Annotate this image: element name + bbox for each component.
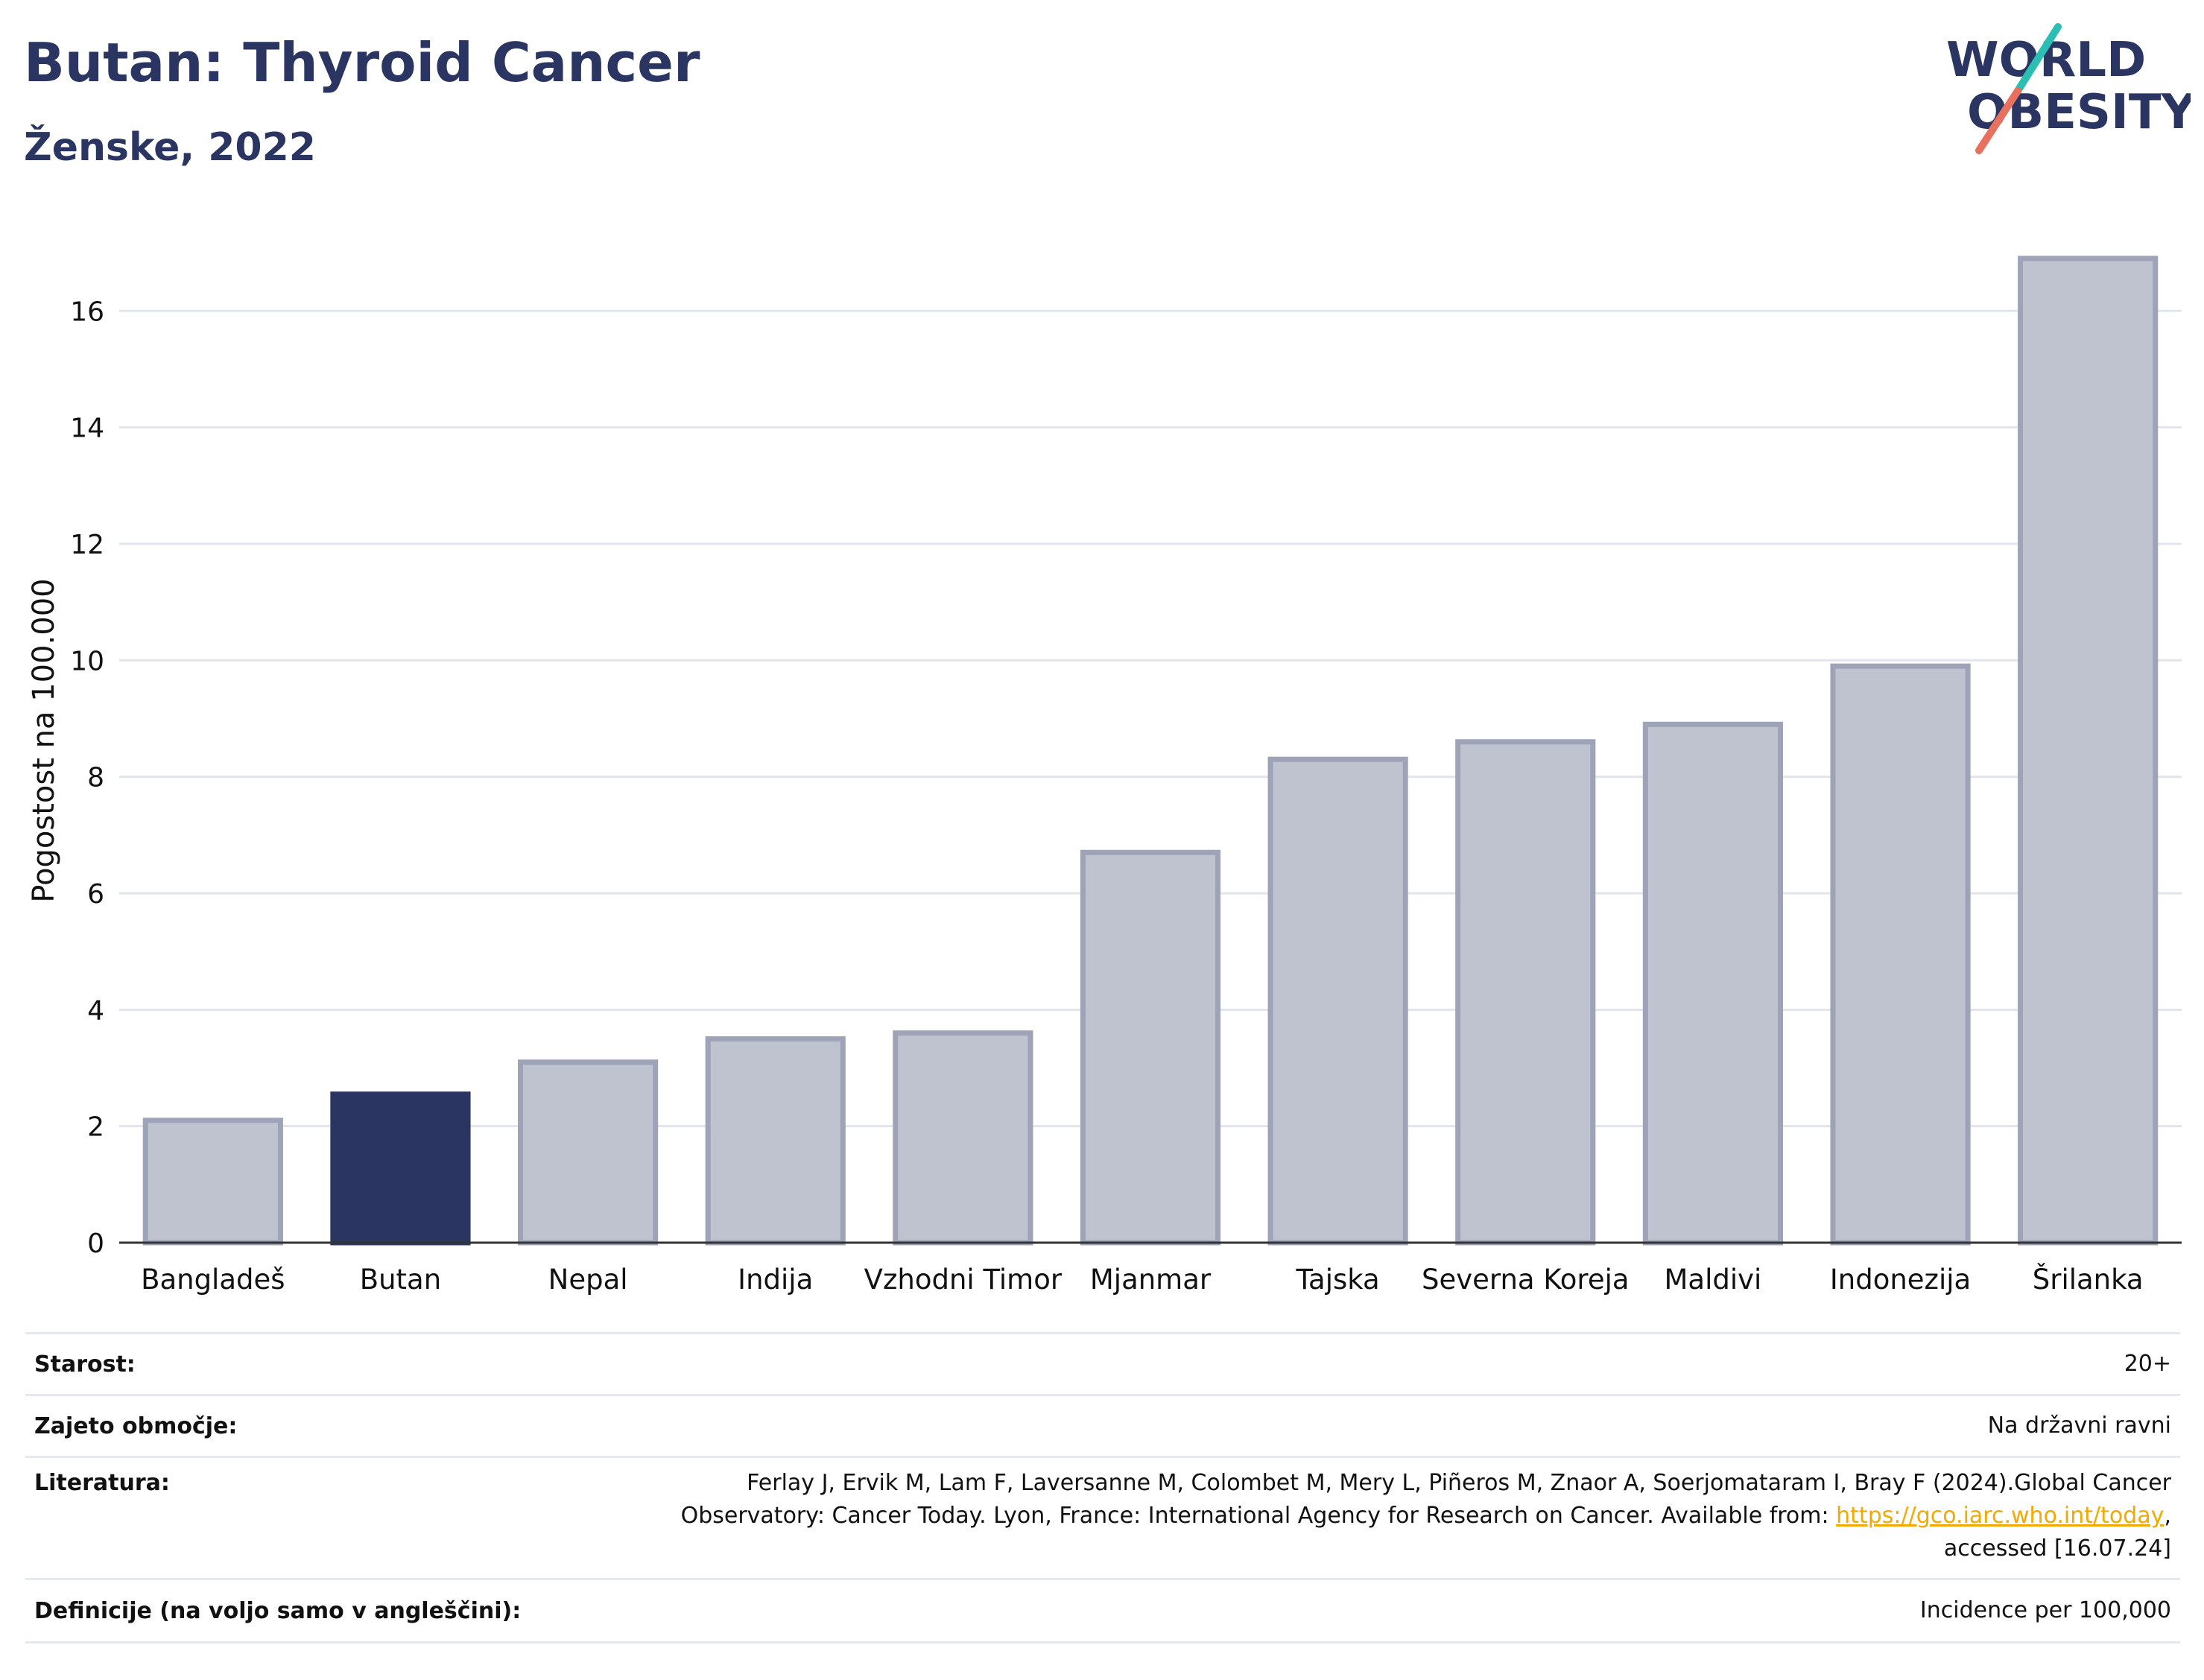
bar-chart: 0 2 4 6 8 10 12 14 16 Bangladeš Butan Nepal Indija V… — [27, 256, 2182, 1296]
metadata-table: Starost: 20+ Zajeto območje: Na državni … — [25, 1332, 2180, 1643]
x-tick-label: Indonezija — [1830, 1264, 1971, 1296]
meta-row-definitions: Definicije (na voljo samo v angleščini):… — [25, 1578, 2180, 1643]
bar — [1267, 756, 1408, 1246]
x-tick-label: Šrilanka — [2033, 1263, 2144, 1296]
chart-title: Butan: Thyroid Cancer — [24, 31, 700, 94]
bar — [1455, 739, 1596, 1246]
bar — [705, 1036, 846, 1246]
y-tick-label: 16 — [70, 297, 104, 327]
y-tick-label: 4 — [87, 995, 104, 1026]
reference-line-1: Ferlay J, Ervik M, Lam F, Laversanne M, … — [747, 1470, 2171, 1496]
y-tick-label: 12 — [70, 530, 104, 560]
bar — [142, 1118, 283, 1246]
y-tick-label: 2 — [87, 1112, 104, 1143]
world-obesity-logo: WORLD OBESITY — [1946, 23, 2191, 154]
y-axis-label: Pogostost na 100.000 — [27, 578, 61, 902]
meta-row-age: Starost: 20+ — [25, 1332, 2180, 1394]
meta-row-coverage: Zajeto območje: Na državni ravni — [25, 1394, 2180, 1456]
y-axis-ticks: 0 2 4 6 8 10 12 14 16 — [70, 297, 104, 1259]
x-tick-label: Tajska — [1296, 1264, 1380, 1296]
bar-highlighted — [330, 1091, 471, 1246]
meta-row-references: Literatura: Ferlay J, Ervik M, Lam F, La… — [25, 1456, 2180, 1578]
bar — [1642, 721, 1783, 1246]
y-tick-label: 10 — [70, 646, 104, 676]
reference-comma: , — [2164, 1503, 2171, 1529]
bar — [2018, 256, 2159, 1246]
meta-value-definitions: Incidence per 100,000 — [1919, 1597, 2171, 1623]
x-tick-label: Nepal — [548, 1264, 628, 1296]
meta-label-definitions: Definicije (na voljo samo v angleščini): — [34, 1597, 522, 1624]
meta-value-references: Ferlay J, Ervik M, Lam F, Laversanne M, … — [681, 1467, 2180, 1565]
y-tick-label: 14 — [70, 413, 104, 444]
x-tick-label: Indija — [738, 1264, 813, 1296]
reference-line-3: accessed [16.07.24] — [1943, 1535, 2171, 1562]
x-axis-ticks: Bangladeš Butan Nepal Indija Vzhodni Timor Mj… — [141, 1263, 2144, 1296]
x-tick-label: Butan — [360, 1264, 441, 1296]
bar — [518, 1059, 659, 1246]
x-tick-label: Bangladeš — [141, 1264, 285, 1296]
meta-label-coverage: Zajeto območje: — [34, 1413, 238, 1439]
y-tick-label: 0 — [87, 1229, 104, 1259]
bars — [142, 256, 2159, 1246]
meta-value-age: 20+ — [2124, 1351, 2171, 1377]
bar — [1830, 663, 1971, 1246]
y-tick-label: 8 — [87, 763, 104, 793]
meta-label-references: Literatura: — [34, 1470, 170, 1496]
meta-value-coverage: Na državni ravni — [1987, 1413, 2171, 1439]
bar — [893, 1030, 1033, 1246]
meta-label-age: Starost: — [34, 1351, 136, 1378]
reference-line-2: Observatory: Cancer Today. Lyon, France:… — [680, 1503, 1837, 1529]
bar — [1080, 849, 1221, 1246]
x-tick-label: Maldivi — [1664, 1264, 1761, 1296]
x-tick-label: Severna Koreja — [1422, 1264, 1630, 1296]
chart-subtitle: Ženske, 2022 — [24, 125, 316, 170]
y-tick-label: 6 — [87, 879, 104, 910]
x-tick-label: Mjanmar — [1090, 1264, 1212, 1296]
x-tick-label: Vzhodni Timor — [864, 1264, 1063, 1296]
reference-link[interactable]: https://gco.iarc.who.int/today — [1836, 1503, 2165, 1529]
